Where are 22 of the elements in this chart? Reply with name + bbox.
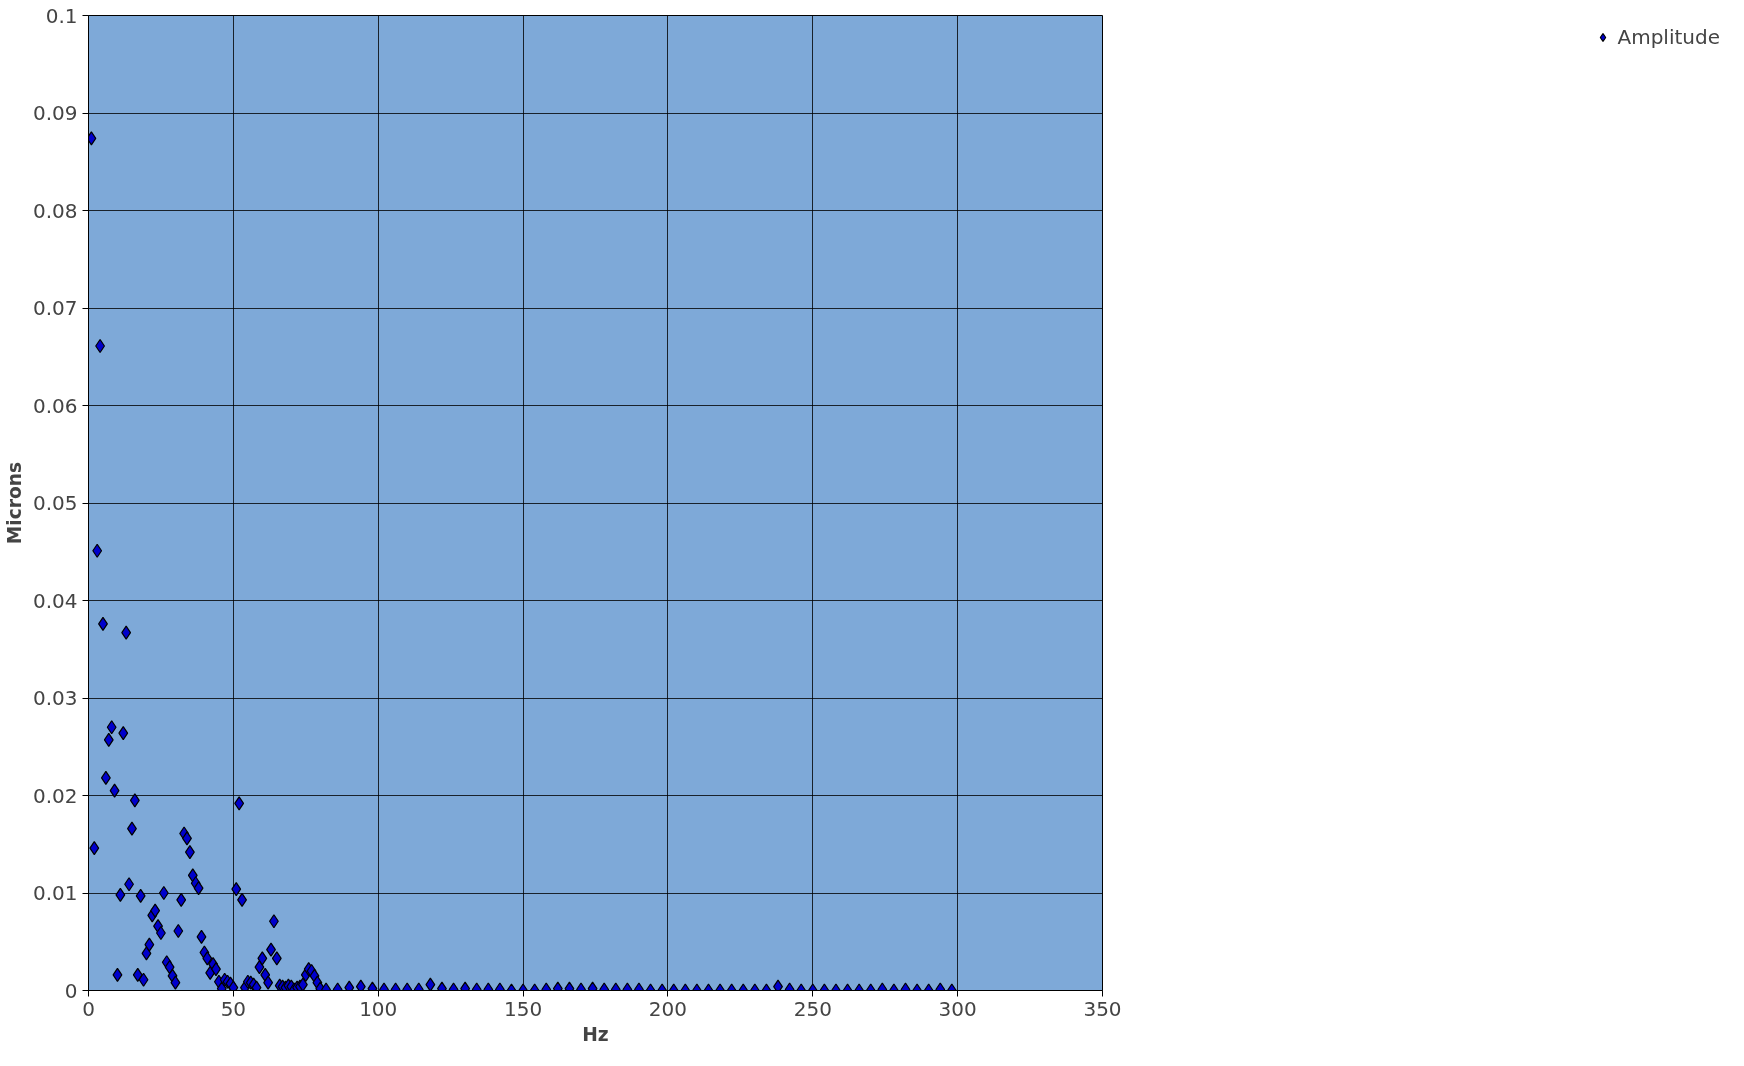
x-tick-label: 0 xyxy=(82,996,95,1021)
y-tick-label: 0.1 xyxy=(45,3,78,28)
y-tick-label: 0.02 xyxy=(32,783,78,808)
y-tick-label: 0.08 xyxy=(32,198,78,223)
y-tick-label: 0.03 xyxy=(32,686,78,710)
x-tick-label: 200 xyxy=(648,996,688,1021)
x-tick-label: 150 xyxy=(503,996,543,1021)
x-tick-label: 50 xyxy=(220,996,247,1021)
x-tick-label: 100 xyxy=(359,996,398,1021)
x-tick-label: 350 xyxy=(1083,996,1122,1021)
y-axis-title: Microns xyxy=(3,461,25,545)
y-tick-label: 0.06 xyxy=(32,393,78,418)
y-tick-label: 0.09 xyxy=(32,101,78,125)
y-tick-label: 0.04 xyxy=(32,588,78,613)
x-tick-label: 250 xyxy=(793,996,832,1021)
y-tick-label: 0.05 xyxy=(32,491,78,515)
x-tick-label: 300 xyxy=(938,996,977,1021)
y-tick-label: 0.01 xyxy=(32,881,78,905)
y-tick-label: 0.07 xyxy=(32,296,78,320)
y-tick-label: 0 xyxy=(64,978,78,1003)
legend-label: Amplitude xyxy=(1617,25,1720,49)
x-axis-title: Hz xyxy=(582,1023,609,1045)
